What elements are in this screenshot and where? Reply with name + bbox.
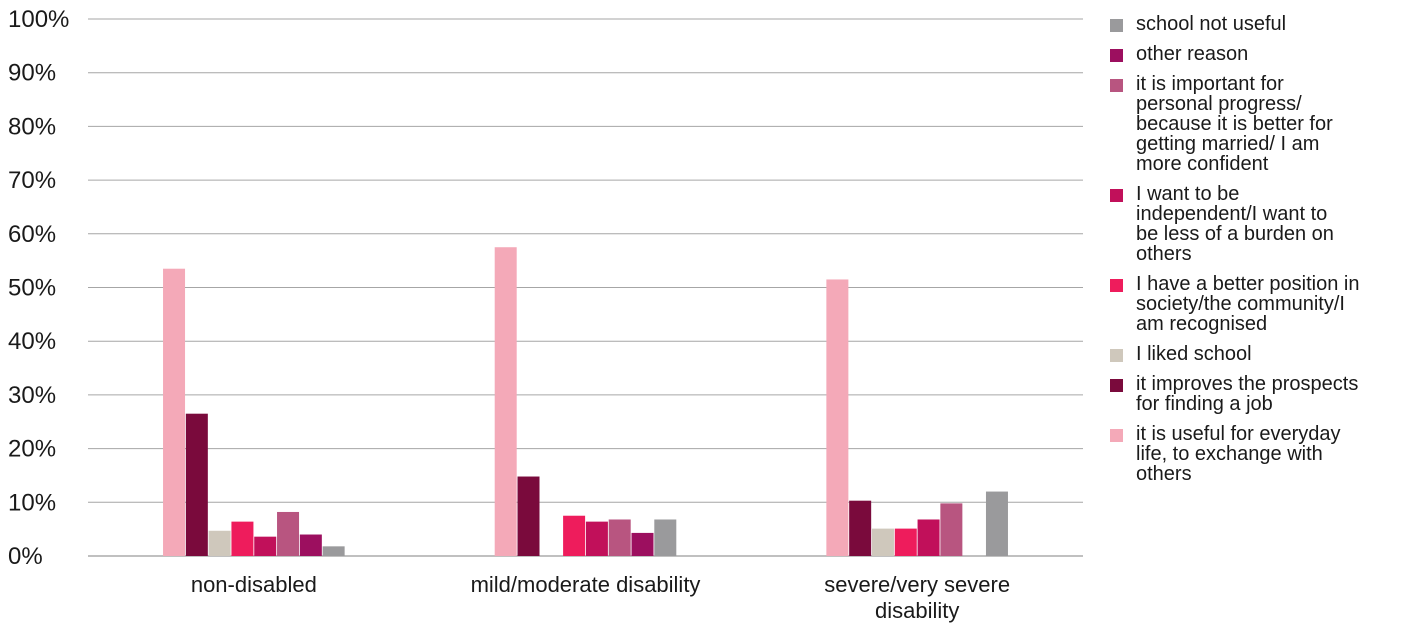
legend-swatch bbox=[1110, 49, 1123, 62]
x-tick-label: mild/moderate disability bbox=[471, 572, 701, 597]
y-tick-label: 10% bbox=[8, 489, 56, 516]
legend-item: it is important for personal progress/bec… bbox=[1110, 74, 1410, 174]
y-tick-label: 90% bbox=[8, 60, 56, 87]
bar bbox=[517, 476, 540, 556]
legend-label: school not useful bbox=[1136, 13, 1287, 35]
y-tick-label: 70% bbox=[8, 167, 56, 194]
bar bbox=[985, 491, 1008, 556]
legend-label: other reason bbox=[1136, 43, 1249, 65]
bar bbox=[494, 247, 517, 556]
legend-swatch bbox=[1110, 379, 1123, 392]
legend-label: I have a better position in society/the c… bbox=[1136, 273, 1360, 335]
legend-item: it improves the prospects for finding a j… bbox=[1110, 374, 1410, 414]
y-axis-tick-labels: 0% 10% 20% 30% 40% 50% 60% 70% 80% 90% 100% bbox=[8, 6, 69, 570]
legend-item: it is useful for everyday life, to exchan… bbox=[1110, 424, 1410, 484]
legend: school not useful other reason it is impor… bbox=[1110, 14, 1410, 494]
legend-item: I have a better position in society/the c… bbox=[1110, 274, 1410, 334]
legend-item: school not useful bbox=[1110, 14, 1410, 34]
bar bbox=[322, 546, 345, 556]
y-tick-label: 20% bbox=[8, 436, 56, 463]
bar bbox=[185, 413, 208, 556]
legend-swatch bbox=[1110, 349, 1123, 362]
legend-label: I liked school bbox=[1136, 343, 1252, 365]
legend-item: I want to be independent/I want to be less… bbox=[1110, 184, 1410, 264]
bar bbox=[231, 521, 254, 556]
legend-swatch bbox=[1110, 279, 1123, 292]
bar bbox=[208, 530, 231, 556]
bar bbox=[940, 503, 963, 556]
legend-item: other reason bbox=[1110, 44, 1410, 64]
legend-swatch bbox=[1110, 79, 1123, 92]
bar bbox=[254, 536, 277, 556]
legend-label: it is useful for everyday life, to exchan… bbox=[1136, 423, 1341, 485]
y-tick-label: 50% bbox=[8, 275, 56, 302]
bar bbox=[631, 532, 654, 556]
bars bbox=[163, 247, 1008, 556]
bar bbox=[849, 500, 872, 556]
y-tick-label: 100% bbox=[8, 6, 69, 33]
bar bbox=[163, 268, 186, 556]
x-tick-label: severe/very severe disability bbox=[824, 572, 1010, 623]
legend-swatch bbox=[1110, 189, 1123, 202]
bar bbox=[608, 519, 631, 556]
y-tick-label: 0% bbox=[8, 543, 43, 570]
y-tick-label: 40% bbox=[8, 328, 56, 355]
legend-label: it improves the prospects for finding a j… bbox=[1136, 373, 1359, 415]
bar bbox=[585, 521, 608, 556]
bar bbox=[871, 528, 894, 556]
bar bbox=[917, 519, 940, 556]
bar bbox=[277, 511, 300, 556]
gridlines bbox=[88, 18, 1083, 557]
legend-label: it is important for personal progress/bec… bbox=[1136, 73, 1333, 175]
bar bbox=[299, 534, 322, 556]
y-tick-label: 30% bbox=[8, 382, 56, 409]
y-tick-label: 60% bbox=[8, 221, 56, 248]
legend-swatch bbox=[1110, 19, 1123, 32]
legend-label: I want to be independent/I want to be less… bbox=[1136, 183, 1334, 265]
bar bbox=[563, 515, 586, 556]
x-tick-label: non-disabled bbox=[191, 572, 317, 597]
legend-item: I liked school bbox=[1110, 344, 1410, 364]
bar bbox=[894, 528, 917, 556]
bar bbox=[654, 519, 677, 556]
bar bbox=[826, 279, 849, 556]
x-axis-category-labels: non-disabled mild/moderate disability seve… bbox=[191, 572, 1010, 623]
y-tick-label: 80% bbox=[8, 113, 56, 140]
legend-swatch bbox=[1110, 429, 1123, 442]
